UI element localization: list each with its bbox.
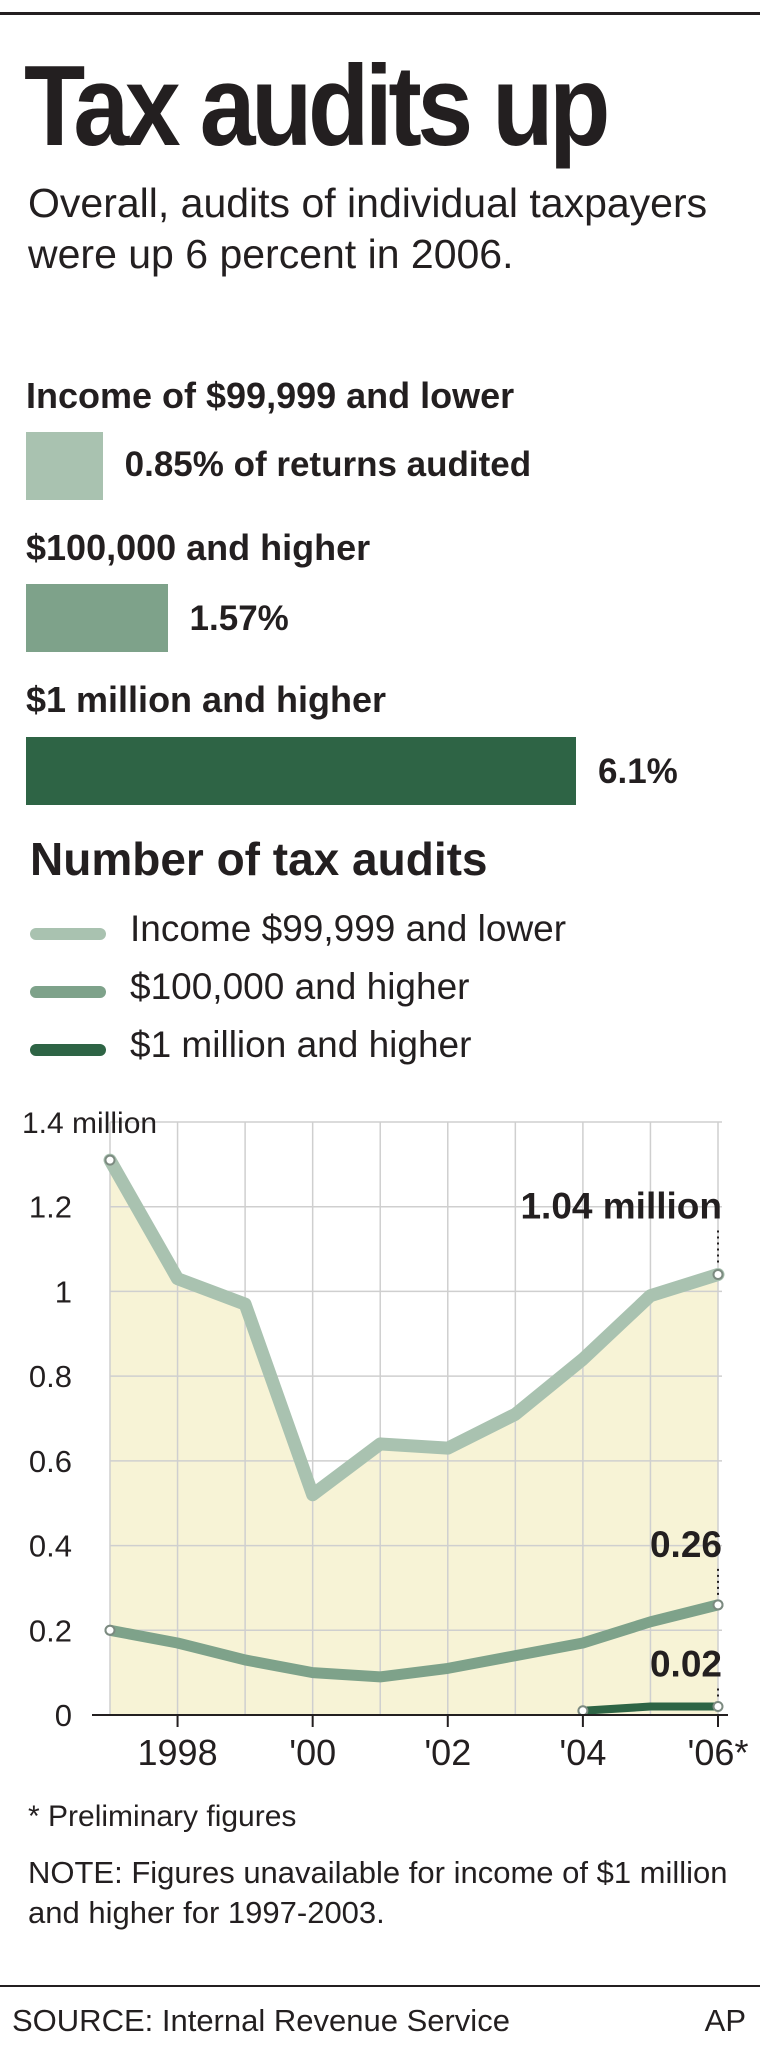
end-value-label: 0.02 [650,1644,722,1685]
bar-value-low-income: 0.85% of returns audited [124,445,532,484]
note: NOTE: Figures unavailable for income of … [28,1855,728,1930]
bottom-rule [0,1985,760,1987]
legend-swatch-low-income [30,928,106,940]
footnote: * Preliminary figures [28,1800,297,1833]
page-title: Tax audits up [24,43,610,170]
top-rule [0,12,760,15]
data-point-marker [104,1624,116,1636]
x-tick-label: '04 [559,1732,606,1773]
end-value-label: 0.26 [650,1524,722,1565]
y-tick-label: 0 [55,1698,72,1733]
series-line [103,1153,725,1502]
bar-label-low-income: Income of $99,999 and lower [26,375,515,416]
bar-1m [26,737,576,805]
bar-value-1m: 6.1% [598,752,678,791]
source-credit: SOURCE: Internal Revenue Service [12,2003,510,2038]
y-tick-label: 1.2 [29,1190,72,1225]
x-tick-label: '06* [688,1732,749,1773]
series-line [578,1702,722,1715]
subtitle: Overall, audits of individual taxpayers … [28,180,708,277]
data-point-marker [577,1705,589,1717]
bar-100k [26,584,168,652]
x-tick-label: '00 [289,1732,336,1773]
series-line [104,1599,724,1683]
x-tick-label: 1998 [138,1732,218,1773]
legend-label-100k: $100,000 and higher [130,966,470,1007]
legend-label-1m: $1 million and higher [130,1024,472,1065]
data-point-marker [712,1268,724,1280]
legend-swatch-1m [30,1044,106,1056]
end-value-label: 1.04 million [520,1185,722,1226]
line-chart: 0 0.2 0.4 0.6 0.8 1 1.2 1.4 million 1998 '00 '02 '0… [22,1107,749,1773]
legend-swatch-100k [30,986,106,998]
y-tick-label: 0.2 [29,1613,72,1648]
x-tick-label: '02 [424,1732,471,1773]
bar-value-100k: 1.57% [189,599,289,638]
chart-area-fill [110,1160,718,1715]
y-tick-label: 0.6 [29,1444,72,1479]
agency-credit: AP [704,2003,746,2038]
data-point-marker [104,1154,116,1166]
y-tick-label: 1 [55,1274,72,1309]
y-tick-label: 0.8 [29,1359,72,1394]
legend-label-low-income: Income $99,999 and lower [130,908,567,949]
bar-label-100k: $100,000 and higher [26,527,371,568]
bar-label-1m: $1 million and higher [26,679,387,720]
y-tick-label: 0.4 [29,1529,72,1564]
line-chart-title: Number of tax audits [30,833,488,885]
data-point-marker [712,1599,724,1611]
data-point-marker [712,1701,724,1713]
bar-low-income [26,432,103,500]
y-tick-label: 1.4 million [22,1107,157,1140]
